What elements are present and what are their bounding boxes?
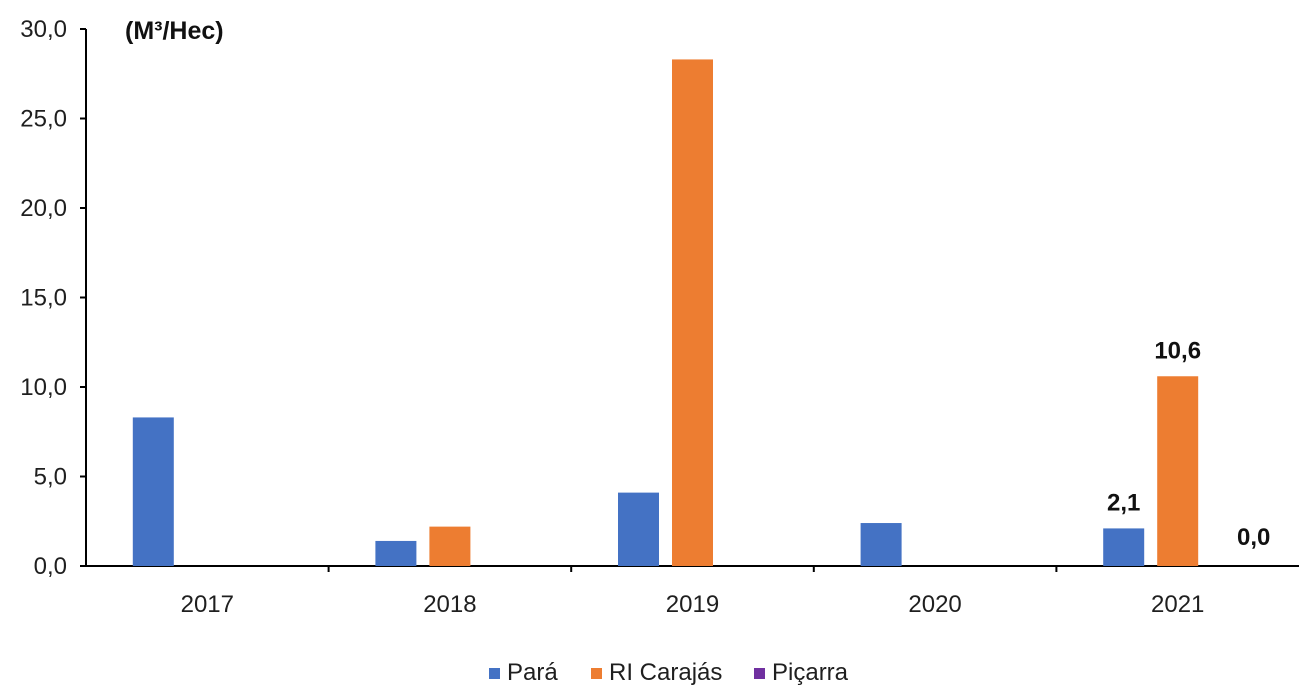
- x-tick-label: 2018: [423, 591, 476, 618]
- bar-ri-caraj-s-2021: [1157, 376, 1199, 566]
- bars-layer: [132, 59, 1199, 567]
- y-axis-unit-label: (M³/Hec): [125, 17, 224, 45]
- data-label-2: 0,0: [1237, 524, 1270, 551]
- bar-ri-caraj-s-2019: [672, 59, 713, 567]
- legend-swatch-ri-caraj-s: [591, 668, 602, 679]
- y-tick-label: 20,0: [20, 195, 67, 222]
- y-tick-label: 10,0: [20, 374, 67, 401]
- y-tick-label: 5,0: [34, 464, 67, 491]
- legend-swatch-par-: [489, 668, 500, 679]
- x-tick-label: 2019: [666, 591, 719, 618]
- y-tick-label: 30,0: [20, 16, 67, 43]
- legend-label-ri-caraj-s: RI Carajás: [609, 659, 722, 686]
- legend: Pará RI Carajás Piçarra: [489, 659, 849, 686]
- bar-par--2020: [860, 523, 902, 566]
- x-tick-label: 2020: [908, 591, 961, 618]
- legend-label-pi-arra: Piçarra: [772, 659, 849, 686]
- bar-ri-caraj-s-2018: [429, 526, 471, 566]
- x-tick-label: 2021: [1151, 591, 1204, 618]
- y-tick-label: 25,0: [20, 106, 67, 133]
- bar-par--2017: [132, 417, 174, 566]
- legend-swatch-pi-arra: [754, 668, 765, 679]
- data-label-1: 10,6: [1154, 337, 1201, 364]
- bar-par--2021: [1103, 528, 1145, 566]
- y-tick-label: 0,0: [34, 553, 67, 580]
- bar-par--2018: [375, 540, 417, 566]
- axes-layer: 0,0 5,0 10,0 15,0 20,0 25,0 30,0 (M³/Hec) 2017 20…: [20, 16, 1299, 618]
- data-label-0: 2,1: [1107, 489, 1140, 516]
- x-tick-label: 2017: [181, 591, 234, 618]
- legend-label-par-: Pará: [507, 659, 558, 686]
- labels-layer: 2,1 10,6 0,0: [1107, 337, 1270, 551]
- bar-par--2019: [618, 492, 659, 566]
- y-tick-label: 15,0: [20, 285, 67, 312]
